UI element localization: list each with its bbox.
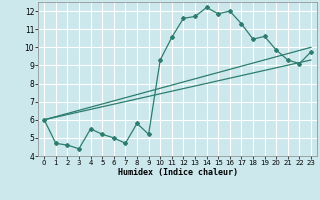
X-axis label: Humidex (Indice chaleur): Humidex (Indice chaleur): [118, 168, 238, 177]
